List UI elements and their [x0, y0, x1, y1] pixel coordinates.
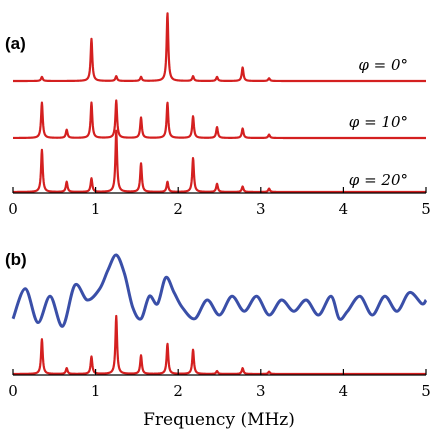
panel-a-trace-1 [12, 99, 427, 140]
panel-a-series-label-2: φ = 20° [349, 171, 408, 189]
panel-a-x-tick-label-2: 2 [173, 200, 183, 218]
x-axis-title: Frequency (MHz) [143, 410, 295, 430]
panel-b-label: (b) [5, 250, 27, 269]
panel-a-x-tick-label-0: 0 [8, 200, 18, 218]
panel-b-x-tick-label-3: 3 [256, 382, 266, 400]
panel-b-x-tick-label-0: 0 [8, 382, 18, 400]
panel-a-label: (a) [5, 34, 26, 53]
panel-a-trace-2 [12, 129, 427, 194]
panel-a-x-tick-label-3: 3 [256, 200, 266, 218]
panel-a-x-tick-label-1: 1 [91, 200, 101, 218]
panel-b: (b) 0 1 2 3 4 5 Frequency (MHz) [5, 250, 431, 430]
panel-b-x-tick-label-4: 4 [339, 382, 349, 400]
panel-a-x-tick-label-5: 5 [421, 200, 431, 218]
panel-a-series-label-1: φ = 10° [349, 113, 408, 131]
panel-a: (a) φ = 0° φ = 10° φ = 20° 0 1 2 3 4 5 [5, 12, 431, 218]
panel-b-x-tick-label-5: 5 [421, 382, 431, 400]
panel-b-peak-trace [12, 314, 427, 376]
panel-a-trace-0 [12, 12, 427, 83]
panel-b-x-tick-label-2: 2 [173, 382, 183, 400]
panel-a-x-tick-label-4: 4 [339, 200, 349, 218]
panel-a-series-label-0: φ = 0° [358, 56, 408, 74]
panel-b-x-tick-label-1: 1 [91, 382, 101, 400]
panel-b-smoothed-trace [11, 253, 428, 328]
